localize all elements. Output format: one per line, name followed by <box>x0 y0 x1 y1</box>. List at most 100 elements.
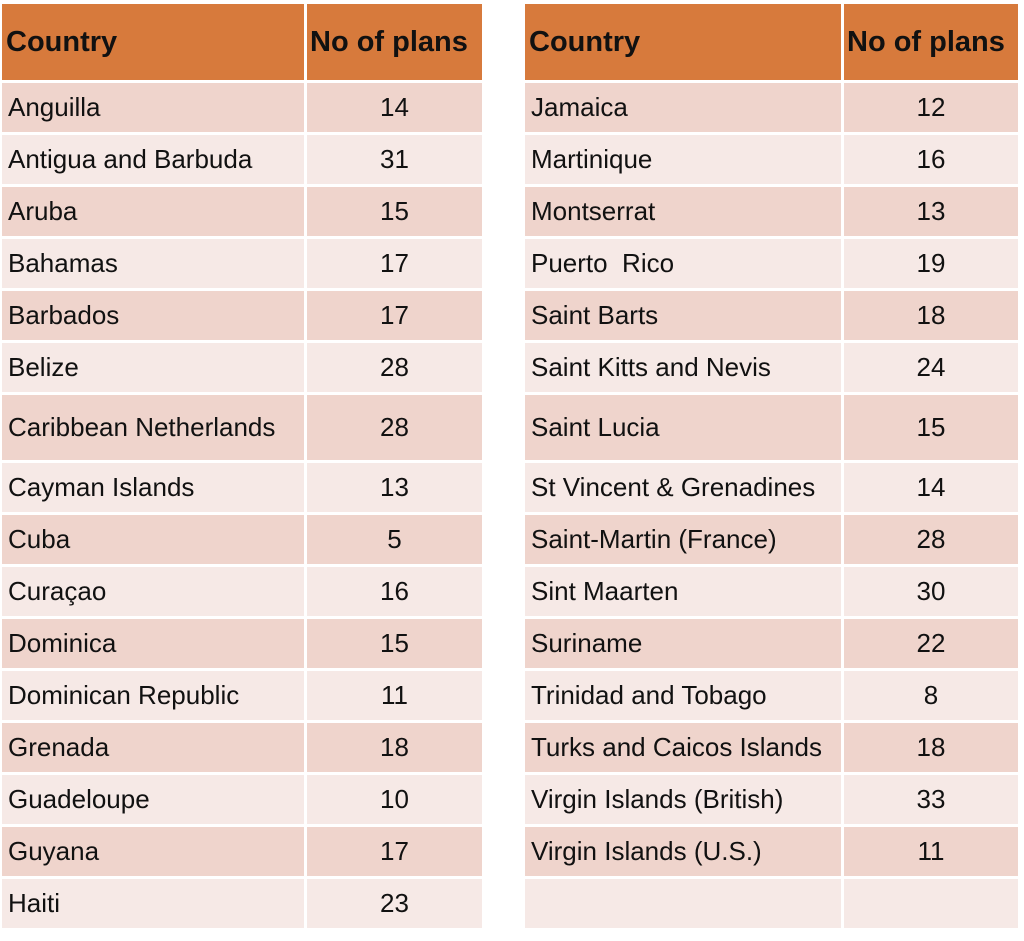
table-row: St Vincent & Grenadines 14 <box>525 463 1018 515</box>
table-row: Virgin Islands (U.S.) 11 <box>525 827 1018 879</box>
table-row: Dominican Republic 11 <box>2 671 482 723</box>
table-row: Montserrat 13 <box>525 187 1018 239</box>
plans-cell: 15 <box>844 395 1018 463</box>
country-cell: Saint Barts <box>525 291 844 343</box>
table-row: Haiti 23 <box>2 879 482 931</box>
table-row: Antigua and Barbuda 31 <box>2 135 482 187</box>
plans-cell: 22 <box>844 619 1018 671</box>
plans-cell: 13 <box>307 463 482 515</box>
plans-column-header: No of plans <box>844 4 1018 83</box>
table-row: Martinique 16 <box>525 135 1018 187</box>
plans-cell: 5 <box>307 515 482 567</box>
table-row: Anguilla 14 <box>2 83 482 135</box>
country-cell: Saint Kitts and Nevis <box>525 343 844 395</box>
table-row: Saint Lucia 15 <box>525 395 1018 463</box>
country-cell: Montserrat <box>525 187 844 239</box>
country-cell: Suriname <box>525 619 844 671</box>
plans-cell: 16 <box>844 135 1018 187</box>
country-cell: Bahamas <box>2 239 307 291</box>
plans-cell: 15 <box>307 619 482 671</box>
plans-table-left: Country No of plans Anguilla 14 Antigua a… <box>2 4 482 931</box>
table-row: Grenada 18 <box>2 723 482 775</box>
plans-cell: 17 <box>307 827 482 879</box>
table-row: Dominica 15 <box>2 619 482 671</box>
country-cell: Sint Maarten <box>525 567 844 619</box>
plans-cell: 18 <box>844 291 1018 343</box>
plans-cell: 18 <box>307 723 482 775</box>
header-row: Country No of plans <box>2 4 482 83</box>
plans-cell: 28 <box>844 515 1018 567</box>
country-column-header: Country <box>2 4 307 83</box>
table-row: Aruba 15 <box>2 187 482 239</box>
plans-cell: 16 <box>307 567 482 619</box>
plans-cell: 17 <box>307 291 482 343</box>
country-cell: Dominica <box>2 619 307 671</box>
table-row: Saint Barts 18 <box>525 291 1018 343</box>
country-column-header: Country <box>525 4 844 83</box>
country-cell: Saint-Martin (France) <box>525 515 844 567</box>
plans-cell: 15 <box>307 187 482 239</box>
country-cell: Haiti <box>2 879 307 931</box>
country-cell: Antigua and Barbuda <box>2 135 307 187</box>
plans-cell: 11 <box>307 671 482 723</box>
country-cell: Puerto Rico <box>525 239 844 291</box>
country-cell: Caribbean Netherlands <box>2 395 307 463</box>
table-row: Sint Maarten 30 <box>525 567 1018 619</box>
plans-cell <box>844 879 1018 931</box>
country-cell: Trinidad and Tobago <box>525 671 844 723</box>
table-row: Caribbean Netherlands 28 <box>2 395 482 463</box>
country-cell: Grenada <box>2 723 307 775</box>
table-row: Saint-Martin (France) 28 <box>525 515 1018 567</box>
plans-cell: 28 <box>307 343 482 395</box>
plans-cell: 17 <box>307 239 482 291</box>
plans-cell: 28 <box>307 395 482 463</box>
country-cell: Virgin Islands (U.S.) <box>525 827 844 879</box>
country-cell: Anguilla <box>2 83 307 135</box>
country-cell: Curaçao <box>2 567 307 619</box>
table-row <box>525 879 1018 931</box>
country-cell: Belize <box>2 343 307 395</box>
table-row: Cayman Islands 13 <box>2 463 482 515</box>
table-row: Guadeloupe 10 <box>2 775 482 827</box>
country-cell: Cuba <box>2 515 307 567</box>
country-cell: Martinique <box>525 135 844 187</box>
country-cell: Jamaica <box>525 83 844 135</box>
plans-cell: 33 <box>844 775 1018 827</box>
plans-column-header: No of plans <box>307 4 482 83</box>
table-row: Puerto Rico 19 <box>525 239 1018 291</box>
plans-cell: 14 <box>844 463 1018 515</box>
plans-cell: 8 <box>844 671 1018 723</box>
country-cell: Virgin Islands (British) <box>525 775 844 827</box>
plans-cell: 13 <box>844 187 1018 239</box>
table-row: Barbados 17 <box>2 291 482 343</box>
plans-table-right: Country No of plans Jamaica 12 Martinique… <box>525 4 1018 931</box>
table-row: Belize 28 <box>2 343 482 395</box>
country-cell: Aruba <box>2 187 307 239</box>
country-cell: Cayman Islands <box>2 463 307 515</box>
plans-cell: 19 <box>844 239 1018 291</box>
plans-cell: 10 <box>307 775 482 827</box>
table-row: Guyana 17 <box>2 827 482 879</box>
country-cell: Turks and Caicos Islands <box>525 723 844 775</box>
country-cell: Guadeloupe <box>2 775 307 827</box>
country-cell <box>525 879 844 931</box>
plans-cell: 14 <box>307 83 482 135</box>
country-cell: Saint Lucia <box>525 395 844 463</box>
plans-cell: 31 <box>307 135 482 187</box>
plans-cell: 23 <box>307 879 482 931</box>
plans-cell: 11 <box>844 827 1018 879</box>
table-row: Suriname 22 <box>525 619 1018 671</box>
table-row: Virgin Islands (British) 33 <box>525 775 1018 827</box>
table-row: Jamaica 12 <box>525 83 1018 135</box>
plans-cell: 24 <box>844 343 1018 395</box>
table-row: Cuba 5 <box>2 515 482 567</box>
country-cell: Dominican Republic <box>2 671 307 723</box>
table-row: Trinidad and Tobago 8 <box>525 671 1018 723</box>
plans-cell: 12 <box>844 83 1018 135</box>
header-row: Country No of plans <box>525 4 1018 83</box>
table-row: Turks and Caicos Islands 18 <box>525 723 1018 775</box>
country-cell: Guyana <box>2 827 307 879</box>
table-row: Curaçao 16 <box>2 567 482 619</box>
table-row: Bahamas 17 <box>2 239 482 291</box>
table-row: Saint Kitts and Nevis 24 <box>525 343 1018 395</box>
